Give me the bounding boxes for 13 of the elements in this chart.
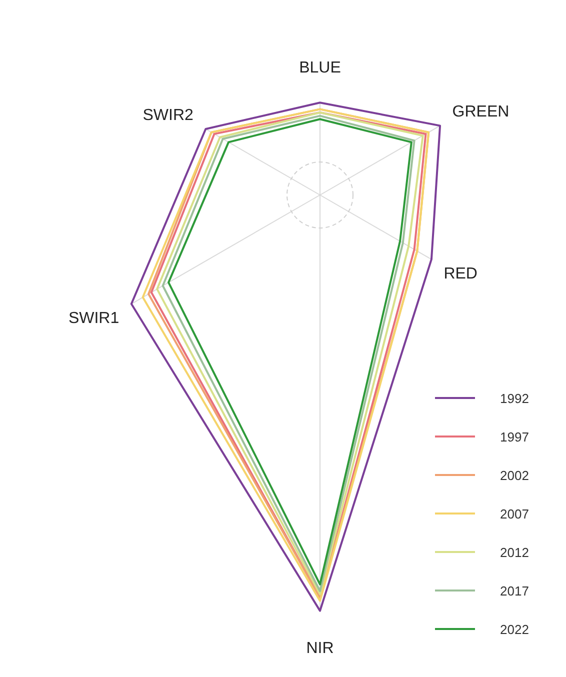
spoke-label: SWIR1: [68, 310, 120, 327]
spoke-label: GREEN: [452, 104, 510, 121]
spoke-label: RED: [444, 265, 478, 282]
legend-label: 1997: [500, 430, 529, 444]
legend-label: 2002: [500, 468, 529, 483]
legend-label: 2017: [500, 584, 529, 598]
legend-label: 2022: [500, 622, 529, 637]
spoke-label: NIR: [306, 640, 334, 657]
legend-label: 1992: [500, 391, 529, 406]
spoke-label: SWIR2: [142, 107, 194, 124]
legend-label: 2007: [500, 506, 529, 522]
legend-label: 2012: [500, 545, 529, 560]
spoke-label: BLUE: [299, 60, 341, 77]
